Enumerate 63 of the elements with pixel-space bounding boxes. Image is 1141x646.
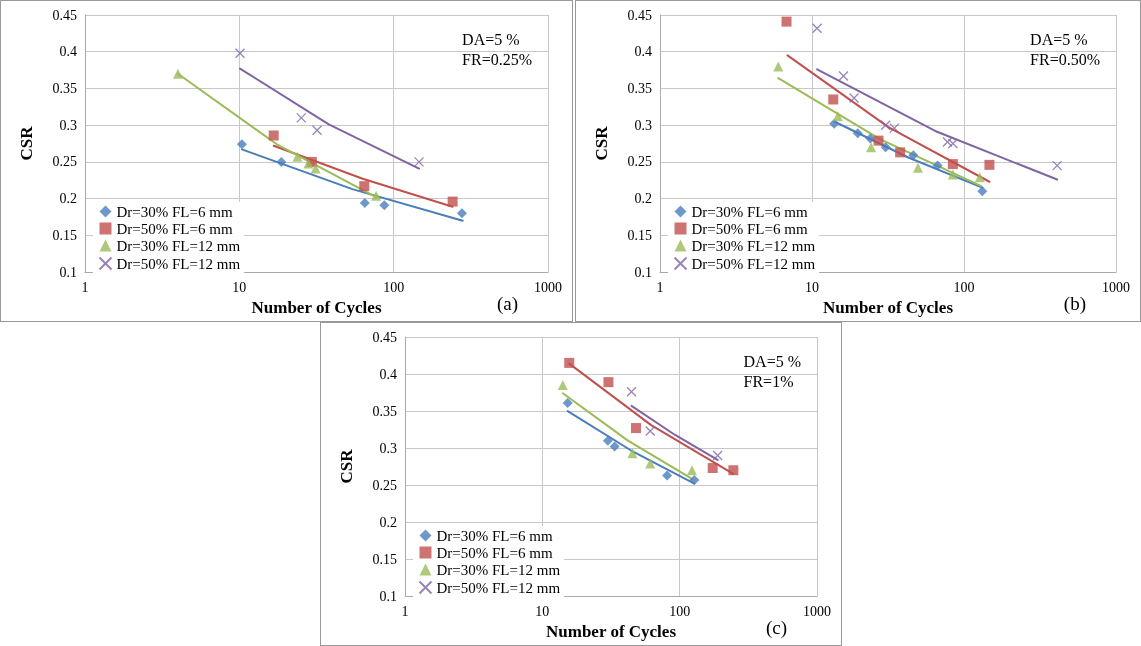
x-tick-label: 10 <box>805 279 819 295</box>
x-axis-title: Number of Cycles <box>251 298 382 317</box>
y-tick-label: 0.25 <box>52 154 77 170</box>
y-tick-label: 0.25 <box>372 477 397 493</box>
legend-label: Dr=50% FL=12 mm <box>691 255 816 272</box>
x-tick-label: 1000 <box>1102 279 1130 295</box>
y-tick-label: 0.2 <box>379 514 397 530</box>
x-tick-label: 100 <box>383 279 405 295</box>
x-tick-label: 1000 <box>803 603 831 619</box>
x-tick-label: 100 <box>669 603 691 619</box>
y-tick-label: 0.35 <box>627 80 652 96</box>
x-tick-label: 1 <box>401 603 409 619</box>
y-tick-label: 0.4 <box>379 366 397 382</box>
annotation: FR=0.50% <box>1030 50 1100 68</box>
text: (b) <box>1063 293 1086 315</box>
x-tick-label: 100 <box>953 279 975 295</box>
legend-label: Dr=30% FL=6 mm <box>691 203 808 220</box>
y-tick-label: 0.1 <box>379 588 397 604</box>
y-tick-label: 0.15 <box>372 551 397 567</box>
y-tick-label: 0.3 <box>379 440 397 456</box>
x-tick-label: 1 <box>81 279 89 295</box>
y-tick-label: 0.25 <box>627 154 652 170</box>
text: (a) <box>496 293 519 315</box>
x-tick-label: 1000 <box>534 279 562 295</box>
y-tick-label: 0.2 <box>59 191 77 207</box>
legend-label: Dr=50% FL=6 mm <box>691 220 808 237</box>
legend-label: Dr=50% FL=12 mm <box>116 255 241 272</box>
legend-label: Dr=50% FL=6 mm <box>436 544 553 561</box>
y-tick-label: 0.1 <box>634 264 652 280</box>
x-axis-title: Number of Cycles <box>546 622 677 641</box>
legend-label: Dr=30% FL=12 mm <box>116 237 241 254</box>
legend-label: Dr=30% FL=6 mm <box>436 527 553 544</box>
legend-label: Dr=30% FL=6 mm <box>116 203 233 220</box>
annotation: FR=1% <box>743 372 794 390</box>
y-tick-label: 0.4 <box>59 44 77 60</box>
x-axis-title: Number of Cycles <box>823 298 954 317</box>
annotation: DA=5 % <box>1030 30 1088 48</box>
y-tick-label: 0.45 <box>627 7 652 23</box>
x-tick-label: 10 <box>232 279 247 295</box>
y-tick-label: 0.4 <box>634 44 652 60</box>
legend-label: Dr=50% FL=6 mm <box>116 220 233 237</box>
y-tick-label: 0.3 <box>634 117 652 133</box>
annotation: DA=5 % <box>462 30 520 48</box>
legend-label: Dr=30% FL=12 mm <box>436 561 561 578</box>
annotation: DA=5 % <box>743 352 802 370</box>
x-tick-label: 10 <box>535 603 550 619</box>
y-tick-label: 0.35 <box>52 80 77 96</box>
y-axis-title: CSR <box>337 448 356 484</box>
legend-label: Dr=30% FL=12 mm <box>691 237 816 254</box>
y-tick-label: 0.45 <box>52 7 77 23</box>
x-tick-label: 1 <box>656 279 664 295</box>
y-tick-label: 0.15 <box>627 227 652 243</box>
y-tick-label: 0.3 <box>59 117 77 133</box>
y-tick-label: 0.1 <box>59 264 77 280</box>
y-tick-label: 0.15 <box>52 227 77 243</box>
annotation: FR=0.25% <box>462 50 532 68</box>
y-axis-title: CSR <box>592 125 611 161</box>
y-tick-label: 0.2 <box>634 191 652 207</box>
y-tick-label: 0.45 <box>372 329 397 345</box>
y-axis-title: CSR <box>17 125 36 161</box>
y-tick-label: 0.35 <box>372 403 397 419</box>
text: (c) <box>765 617 788 639</box>
legend-label: Dr=50% FL=12 mm <box>436 579 561 596</box>
